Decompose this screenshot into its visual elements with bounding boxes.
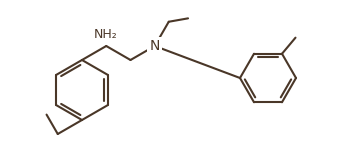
Text: N: N <box>150 39 160 53</box>
Text: NH₂: NH₂ <box>94 28 117 41</box>
